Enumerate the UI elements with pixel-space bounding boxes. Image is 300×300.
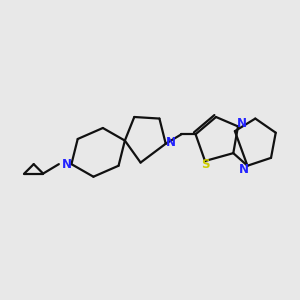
Text: N: N [237, 117, 247, 130]
Text: N: N [167, 136, 176, 148]
Text: N: N [239, 163, 249, 176]
Text: N: N [62, 158, 72, 171]
Text: S: S [201, 158, 209, 171]
